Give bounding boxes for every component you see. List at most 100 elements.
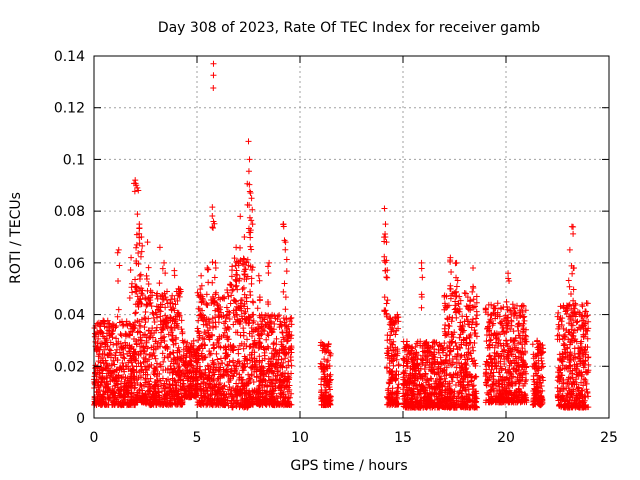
data-point <box>280 288 287 295</box>
data-point <box>253 357 260 364</box>
data-point <box>226 358 233 365</box>
data-point <box>393 327 400 334</box>
data-point <box>103 401 110 408</box>
data-point <box>195 328 202 335</box>
data-point <box>395 362 402 369</box>
data-point-peak <box>248 195 255 202</box>
data-point <box>120 373 127 380</box>
data-point <box>452 339 459 346</box>
data-point <box>137 329 144 336</box>
data-point <box>214 356 221 363</box>
data-point <box>390 353 397 360</box>
data-point <box>152 355 159 362</box>
data-point <box>230 373 237 380</box>
data-point <box>225 362 232 369</box>
data-point <box>220 366 227 373</box>
data-point <box>239 391 246 398</box>
data-point <box>113 335 120 342</box>
data-point <box>206 348 213 355</box>
data-point <box>253 326 260 333</box>
data-point <box>436 383 443 390</box>
data-point <box>554 384 561 391</box>
data-point <box>256 382 263 389</box>
data-point <box>144 345 151 352</box>
data-point <box>447 282 454 289</box>
data-point <box>154 398 161 405</box>
data-point <box>250 318 257 325</box>
data-point-peak <box>418 259 425 266</box>
data-point <box>206 325 213 332</box>
data-point <box>241 310 248 317</box>
data-point <box>103 380 110 387</box>
data-point <box>209 259 216 266</box>
data-point <box>261 383 268 390</box>
data-point <box>218 313 225 320</box>
data-point <box>133 397 140 404</box>
data-point <box>186 353 193 360</box>
data-point <box>386 397 393 404</box>
data-point <box>188 386 195 393</box>
data-point <box>283 350 290 357</box>
data-point <box>174 347 181 354</box>
data-point <box>130 367 137 374</box>
data-point <box>232 262 239 269</box>
data-point <box>209 315 216 322</box>
data-point <box>95 335 102 342</box>
data-point <box>247 364 254 371</box>
data-point <box>237 386 244 393</box>
data-point <box>275 368 282 375</box>
data-point <box>325 340 332 347</box>
data-point <box>142 371 149 378</box>
data-point <box>211 274 218 281</box>
data-point <box>142 351 149 358</box>
data-point <box>145 264 152 271</box>
data-point <box>134 211 141 218</box>
data-point <box>154 370 161 377</box>
data-point <box>384 274 391 281</box>
data-point <box>167 303 174 310</box>
data-point <box>227 377 234 384</box>
data-point <box>229 287 236 294</box>
data-point <box>241 364 248 371</box>
data-point <box>279 343 286 350</box>
data-point <box>234 329 241 336</box>
data-point <box>473 293 480 300</box>
data-point <box>156 280 163 287</box>
data-point <box>241 382 248 389</box>
data-point <box>427 349 434 356</box>
data-point <box>254 305 261 312</box>
data-point <box>180 355 187 362</box>
data-point <box>153 360 160 367</box>
data-point <box>265 269 272 276</box>
data-point <box>287 315 294 322</box>
data-point <box>321 401 328 408</box>
data-point <box>246 314 253 321</box>
data-point <box>318 381 325 388</box>
data-point <box>284 337 291 344</box>
data-point <box>215 381 222 388</box>
data-point <box>585 393 592 400</box>
data-point <box>244 273 251 280</box>
data-point <box>200 387 207 394</box>
data-point <box>421 393 428 400</box>
data-point <box>135 297 142 304</box>
data-point <box>140 332 147 339</box>
data-point <box>428 376 435 383</box>
data-point <box>106 346 113 353</box>
data-point <box>284 325 291 332</box>
data-point <box>233 278 240 285</box>
data-point <box>107 332 114 339</box>
data-point <box>388 318 395 325</box>
data-point <box>392 401 399 408</box>
data-point <box>317 360 324 367</box>
data-point <box>101 320 108 327</box>
data-point <box>181 384 188 391</box>
data-point <box>130 321 137 328</box>
data-point <box>208 401 215 408</box>
data-point <box>209 369 216 376</box>
data-point <box>165 376 172 383</box>
data-point <box>268 350 275 357</box>
data-point <box>177 400 184 407</box>
data-point-peak <box>233 244 240 251</box>
data-point <box>178 317 185 324</box>
